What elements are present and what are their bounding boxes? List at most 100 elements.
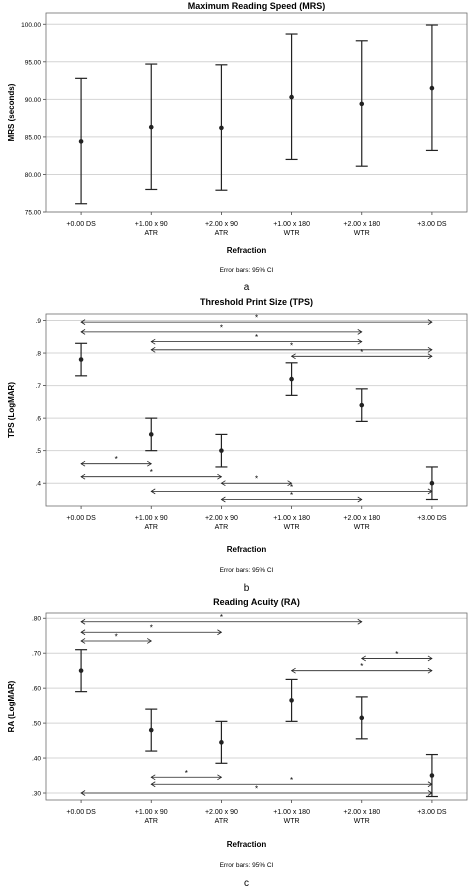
significance-arrow-left	[80, 460, 86, 467]
significance-marker: *	[220, 613, 223, 622]
significance-arrow-left	[150, 488, 156, 495]
x-tick-label: +1.00 x 180 WTR	[273, 809, 310, 825]
x-tick-label: +0.00 DS	[66, 809, 96, 816]
significance-marker: *	[360, 662, 363, 671]
y-tick-label: 80.00	[25, 172, 42, 179]
chart-title: Threshold Print Size (TPS)	[200, 297, 313, 307]
mean-point	[359, 402, 365, 408]
mean-point	[359, 101, 365, 107]
significance-arrow-right	[287, 480, 293, 487]
x-tick-label: +3.00 DS	[417, 221, 447, 228]
y-tick-label: .7	[36, 383, 42, 390]
mean-point	[289, 94, 294, 100]
y-tick-label: .5	[36, 448, 42, 455]
mean-point	[148, 727, 154, 733]
significance-arrow-right	[427, 488, 433, 495]
significance-arrow-right	[427, 346, 433, 353]
plot-frame	[45, 12, 468, 213]
chart-panel-ra: Reading Acuity (RA) .30 .40 .50 .60 .70 .80 RA …	[7, 597, 468, 887]
significance-arrow-left	[80, 329, 86, 335]
mean-point	[429, 480, 435, 486]
x-tick-label: +2.00 x 90 ATR	[205, 515, 238, 531]
significance-arrow-right	[427, 353, 433, 360]
significance-arrow-right	[357, 329, 363, 335]
mean-point	[219, 125, 224, 131]
significance-arrow-left	[150, 338, 156, 345]
significance-marker: *	[395, 650, 398, 659]
significance-arrow-right	[357, 338, 363, 345]
significance-arrow-right	[147, 460, 153, 467]
y-tick-label: .4	[36, 481, 42, 488]
significance-arrow-right	[427, 319, 433, 325]
mean-point	[78, 668, 84, 673]
y-tick-label: .30	[32, 791, 41, 798]
significance-marker: *	[220, 323, 223, 332]
y-tick-label: .6	[36, 416, 42, 423]
x-tick-label: +1.00 x 90 ATR	[135, 221, 168, 237]
panel-letter: a	[244, 282, 250, 292]
x-tick-label: +2.00 x 180 WTR	[343, 515, 380, 531]
y-tick-label: 90.00	[25, 97, 42, 104]
mean-point	[148, 124, 154, 130]
significance-arrow-left	[360, 655, 366, 662]
x-tick-label: +1.00 x 90 ATR	[135, 515, 168, 531]
x-tick-label: +2.00 x 90 ATR	[205, 221, 238, 237]
y-tick-label: 100.00	[21, 22, 41, 29]
significance-marker: *	[290, 776, 293, 785]
significance-arrow-left	[80, 319, 86, 325]
significance-arrow-right	[217, 473, 223, 480]
mean-point	[219, 740, 224, 745]
panel-letter: c	[244, 878, 249, 887]
significance-arrow-left	[80, 790, 86, 796]
significance-arrow-right	[217, 774, 223, 781]
x-tick-label: +0.00 DS	[66, 515, 96, 522]
plot-frame	[45, 313, 468, 507]
significance-marker: *	[290, 341, 293, 350]
significance-arrow-left	[290, 353, 296, 360]
significance-arrow-right	[427, 790, 433, 796]
chart-title: Reading Acuity (RA)	[213, 597, 300, 607]
significance-marker: *	[290, 483, 293, 492]
significance-marker: *	[115, 632, 118, 641]
y-axis-label: MRS (seconds)	[7, 83, 16, 141]
y-tick-label: .70	[32, 651, 41, 658]
y-tick-label: 95.00	[25, 59, 42, 66]
mean-point	[148, 432, 154, 437]
y-axis-label: TPS (LogMAR)	[7, 382, 16, 438]
significance-marker: *	[360, 348, 363, 357]
x-tick-label: +0.00 DS	[66, 221, 96, 228]
significance-arrow-right	[427, 781, 433, 788]
y-tick-label: 85.00	[25, 134, 42, 141]
mean-point	[219, 448, 224, 453]
panel-letter: b	[244, 583, 250, 594]
y-tick-label: .60	[32, 686, 41, 693]
significance-arrow-left	[220, 496, 226, 503]
significance-marker: *	[115, 455, 118, 464]
x-axis-label: Refraction	[227, 545, 267, 554]
y-tick-label: .8	[36, 351, 42, 358]
significance-arrow-left	[220, 480, 226, 487]
mean-point	[429, 773, 435, 778]
mean-point	[78, 357, 84, 362]
x-tick-label: +1.00 x 180 WTR	[273, 515, 310, 531]
x-tick-label: +3.00 DS	[417, 809, 447, 816]
significance-arrow-left	[290, 667, 296, 674]
significance-arrow-right	[427, 667, 433, 674]
y-axis-label: RA (LogMAR)	[7, 680, 16, 732]
plot-frame	[45, 612, 468, 801]
x-tick-label: +2.00 x 90 ATR	[205, 809, 238, 825]
chart-panel-mrs: Maximum Reading Speed (MRS) 75.00 80.00 85.…	[7, 1, 468, 292]
chart-title: Maximum Reading Speed (MRS)	[188, 1, 326, 11]
significance-marker: *	[290, 491, 293, 500]
significance-arrow-left	[150, 781, 156, 788]
significance-arrow-right	[217, 629, 223, 636]
significance-marker: *	[150, 468, 153, 477]
significance-marker: *	[255, 785, 258, 794]
significance-arrow-left	[150, 346, 156, 353]
y-tick-label: .40	[32, 756, 41, 763]
significance-arrow-right	[427, 655, 433, 662]
x-tick-label: +2.00 x 180 WTR	[343, 809, 380, 825]
x-axis-label: Refraction	[227, 246, 267, 255]
y-tick-label: .50	[32, 721, 41, 728]
